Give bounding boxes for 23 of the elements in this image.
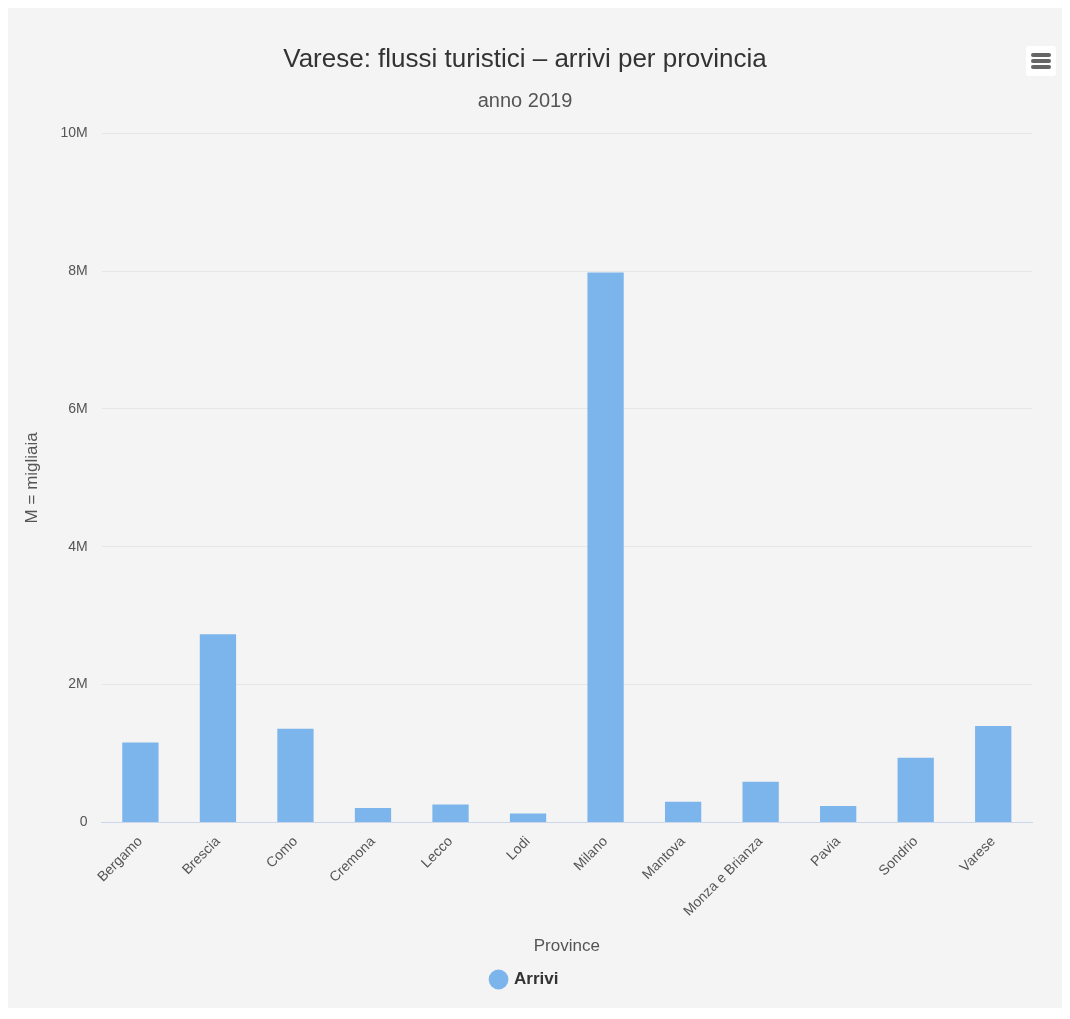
legend-label: Arrivi <box>514 969 559 989</box>
bar <box>199 634 237 822</box>
y-tick-label: 4M <box>68 537 88 554</box>
chart-title: Varese: flussi turistici – arrivi per provincia <box>283 42 768 73</box>
bar <box>277 728 314 822</box>
bar <box>432 804 469 822</box>
bar <box>122 742 159 822</box>
y-tick-label: 10M <box>60 124 88 141</box>
bar <box>664 801 702 822</box>
chart-subtitle: anno 2019 <box>477 88 573 111</box>
y-axis-title: M = migliaia <box>21 431 41 524</box>
bar <box>509 813 547 822</box>
bar <box>975 725 1012 822</box>
bar <box>820 805 857 822</box>
bar <box>897 757 934 822</box>
y-tick-label: 2M <box>68 675 88 692</box>
y-tick-label: 0 <box>79 813 88 830</box>
y-tick-label: 8M <box>68 261 88 278</box>
bar <box>742 781 779 822</box>
bar <box>587 272 624 822</box>
x-axis-title: Province <box>533 936 600 956</box>
bar <box>354 807 392 822</box>
y-tick-label: 6M <box>68 399 88 416</box>
